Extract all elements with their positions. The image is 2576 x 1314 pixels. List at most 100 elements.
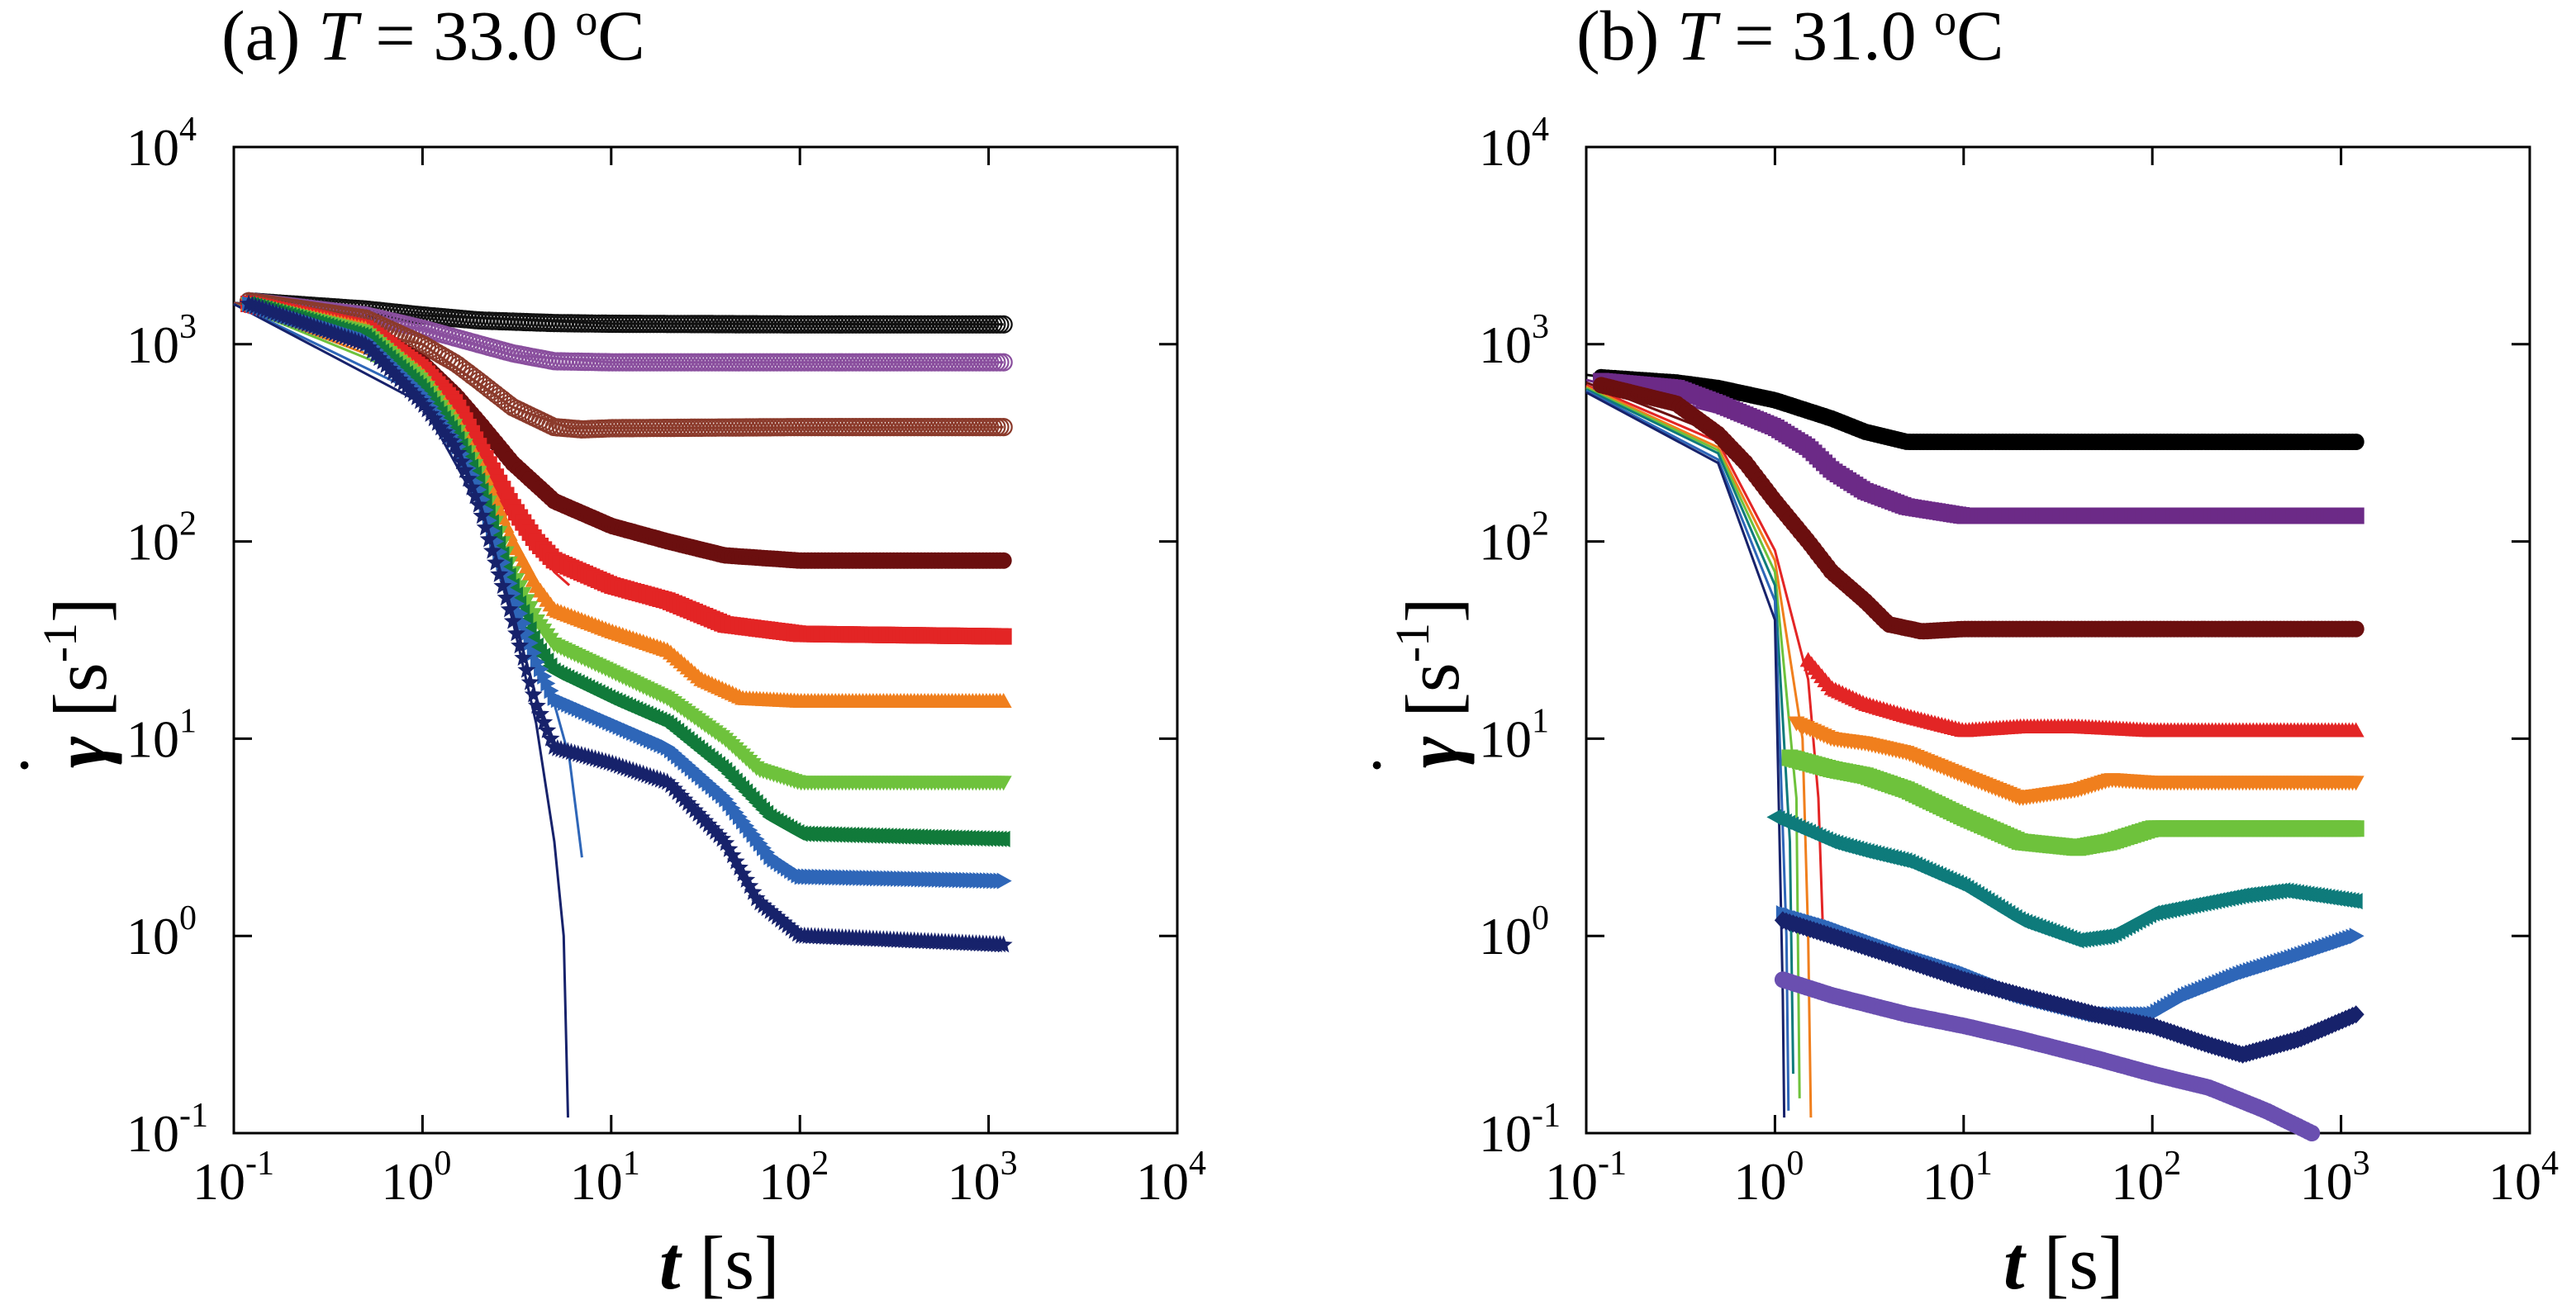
svg-text:˙: ˙: [3, 752, 88, 778]
svg-text:γ [s-1]: γ [s-1]: [1385, 597, 1475, 768]
data-point: [758, 899, 777, 917]
y-tick-label: 104: [126, 111, 197, 177]
data-point: [528, 696, 546, 714]
data-point: [459, 469, 478, 487]
data-point: [665, 779, 683, 797]
data-point: [514, 648, 533, 666]
data-point: [439, 427, 457, 445]
data-point: [675, 790, 694, 808]
data-point: [538, 721, 557, 738]
data-point: [397, 377, 416, 395]
fit-curve: [1585, 389, 1790, 1111]
data-point: [747, 889, 766, 907]
data-point: [668, 783, 687, 800]
y-tick-label: 102: [126, 505, 197, 572]
data-point: [734, 864, 752, 882]
y-tick-label: 104: [1479, 111, 1549, 177]
data-point: [418, 400, 436, 418]
data-point: [661, 776, 680, 794]
data-point: [723, 846, 742, 864]
y-tick-label: 10-1: [1479, 1097, 1561, 1163]
data-point: [730, 858, 749, 876]
x-tick-label: 104: [1136, 1145, 1206, 1211]
data-point: [2347, 722, 2365, 738]
y-tick-label: 101: [126, 702, 197, 768]
data-point: [531, 704, 549, 722]
data-point: [744, 882, 763, 900]
data-point: [699, 815, 718, 833]
series-4-markers: [240, 296, 1012, 569]
data-point: [428, 414, 447, 431]
data-point: [473, 506, 492, 524]
data-point: [2349, 927, 2365, 945]
data-point: [726, 851, 745, 870]
panel-a-markers: [240, 292, 1013, 953]
data-point: [497, 588, 516, 606]
y-tick-label: 101: [1479, 702, 1549, 768]
data-point: [2303, 1125, 2321, 1141]
x-tick-label: 104: [2488, 1145, 2559, 1211]
data-point: [356, 334, 375, 352]
data-point: [407, 388, 426, 406]
fit-curve: [233, 302, 569, 1118]
panel-b-ticks: 10-1 100 101 102 103 104 10-1 100 101 102 103 104: [1479, 111, 2559, 1211]
series-5-markers: [1788, 716, 2365, 806]
data-point: [995, 776, 1012, 791]
panel-a-plot-frame: [232, 145, 1179, 1135]
data-point: [764, 904, 783, 923]
x-tick-label: 103: [2300, 1145, 2370, 1211]
data-point: [720, 840, 739, 857]
series-8-markers: [240, 296, 1010, 847]
data-point: [678, 794, 697, 811]
svg-text:γ [s-1]: γ [s-1]: [33, 597, 122, 768]
data-point: [2347, 1005, 2365, 1024]
data-point: [994, 935, 1013, 953]
data-point: [466, 486, 485, 505]
data-point: [761, 901, 780, 919]
x-tick-label: 102: [2111, 1145, 2181, 1211]
data-point: [435, 422, 454, 440]
data-point: [672, 786, 691, 804]
data-point: [994, 417, 1013, 437]
data-point: [476, 518, 495, 536]
series-10-markers: [1774, 971, 2321, 1141]
data-point: [782, 918, 801, 937]
panel-a: (a) T = 33.0 oC 10-1 100 101 102 103 10410-11…: [3, 0, 1206, 1305]
data-point: [487, 553, 505, 571]
panel-b: (b) T = 31.0 oC 10-1 100 101 102 103 10410-11…: [1356, 0, 2559, 1305]
data-point: [363, 341, 382, 359]
data-point: [377, 356, 396, 373]
data-point: [511, 636, 530, 654]
y-tick-label: 100: [1479, 899, 1549, 965]
data-point: [425, 409, 444, 427]
data-point: [2347, 820, 2365, 837]
data-point: [994, 353, 1013, 372]
panel-b-y-axis-label: γ [s-1] ˙: [1356, 597, 1475, 778]
data-point: [996, 872, 1012, 889]
data-point: [421, 405, 440, 422]
data-point: [500, 600, 519, 618]
series-9-markers: [1774, 911, 2365, 1064]
data-point: [706, 822, 725, 840]
data-point: [373, 352, 392, 370]
panel-b-plot-frame: [1585, 145, 2531, 1135]
data-point: [445, 436, 464, 454]
series-10-markers: [240, 294, 1013, 953]
y-tick-label: 103: [1479, 308, 1549, 374]
fit-curve: [1585, 387, 1801, 1098]
data-point: [479, 529, 498, 548]
data-point: [366, 344, 385, 363]
data-point: [431, 418, 450, 436]
panel-a-ticks: 10-1 100 101 102 103 104 10-1 100 101 102 103 104: [126, 111, 1206, 1211]
data-point: [658, 772, 677, 790]
y-tick-label: 100: [126, 899, 197, 965]
series-5-markers: [240, 296, 1012, 645]
data-point: [394, 373, 412, 391]
panel-b-x-axis-label: t [s]: [2003, 1221, 2124, 1305]
data-point: [404, 384, 423, 402]
panel-a-x-axis-label: t [s]: [659, 1221, 780, 1305]
y-tick-label: 10-1: [126, 1097, 208, 1163]
data-point: [401, 381, 420, 399]
x-tick-label: 100: [381, 1145, 451, 1211]
